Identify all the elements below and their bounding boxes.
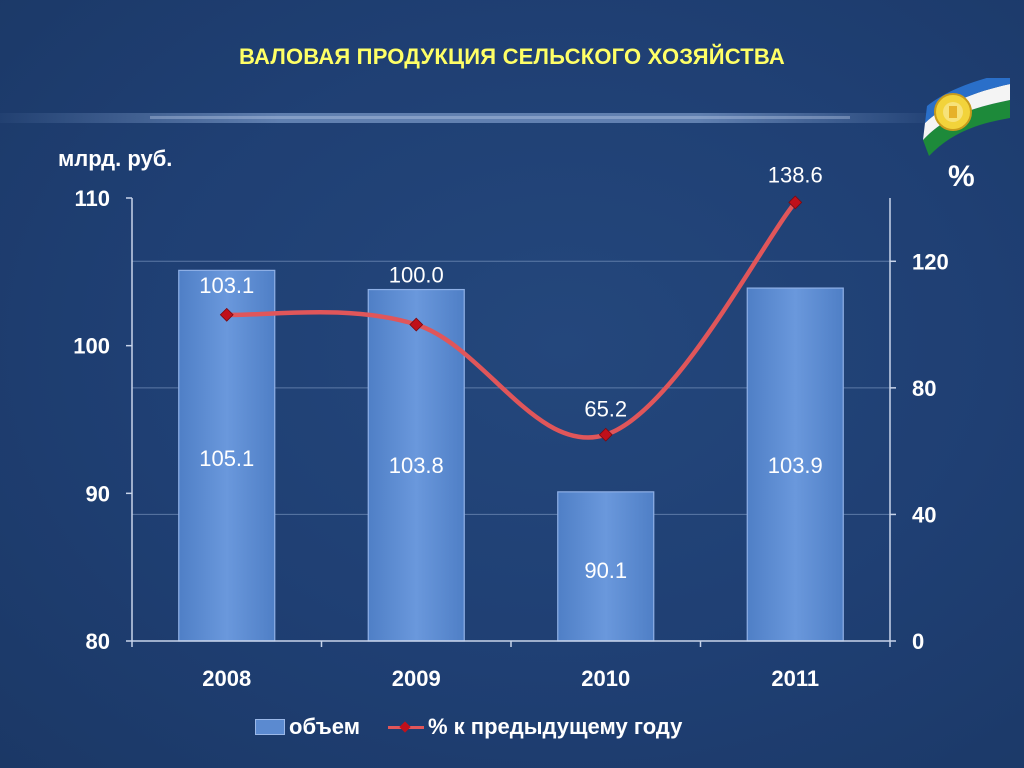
legend-line-swatch [388,720,424,734]
right-tick-label-80: 80 [912,376,936,401]
line-percent-change [224,200,798,440]
x-tick-label-2008: 2008 [202,666,251,691]
line-marker-2010 [598,427,613,442]
bar-2008 [178,269,276,642]
line-marker-2009 [409,317,424,332]
right-tick-label-0: 0 [912,629,924,654]
left-tick-label-110: 110 [75,186,111,211]
right-tick-label-120: 120 [912,249,949,274]
legend-line-label: % к предыдущему году [428,714,683,739]
bar-label-2011: 103.9 [768,453,823,478]
line-marker-2011 [788,195,803,210]
left-tick-label-80: 80 [86,629,110,654]
right-tick-label-40: 40 [912,502,936,527]
x-tick-label-2009: 2009 [392,666,441,691]
line-label-2008: 103.1 [199,273,254,298]
bar-label-2008: 105.1 [199,446,254,471]
line-label-2011: 138.6 [768,162,823,187]
title-divider [0,113,930,123]
left-tick-label-90: 90 [86,481,110,506]
line-series [219,195,803,442]
title-divider-highlight [150,116,850,119]
x-tick-label-2011: 2011 [771,666,819,691]
bar-2010 [557,491,655,642]
bar-2011 [746,287,844,642]
bar-label-2010: 90.1 [584,558,627,583]
chart-legend: объем % к предыдущему году [255,712,682,742]
legend-bar-swatch [255,719,285,735]
left-axis-unit: млрд. руб. [58,146,173,171]
x-tick-label-2010: 2010 [581,666,630,691]
slide-title: ВАЛОВАЯ ПРОДУКЦИЯ СЕЛЬСКОГО ХОЗЯЙСТВА [238,44,785,69]
line-label-2010: 65.2 [584,397,627,422]
left-tick-label-100: 100 [73,334,110,359]
tick-labels: 80 90 100 110 0 40 80 120 2008 2009 2010 2011 [73,186,948,691]
line-label-2009: 100.0 [389,263,444,288]
data-labels: 103.1 100.0 65.2 138.6 105.1 103.8 90.1 103.9 [199,162,823,583]
bashkortostan-flag-emblem-icon [923,78,1010,156]
bar-label-2009: 103.8 [389,453,444,478]
right-axis-unit: % [948,160,975,193]
legend-bar-label: объем [289,714,360,739]
axes [126,197,896,647]
line-marker-2008 [219,307,234,322]
bar-series [178,269,844,642]
bar-2009 [367,288,465,642]
